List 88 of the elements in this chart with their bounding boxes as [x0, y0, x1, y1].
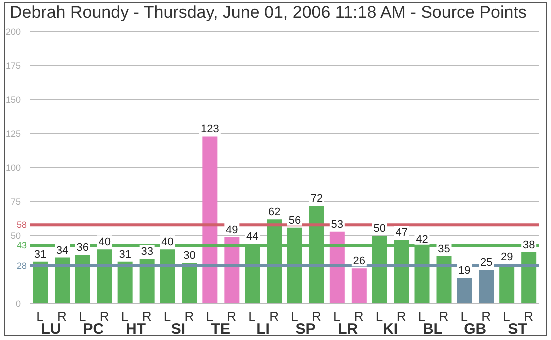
- chart-title: Debrah Roundy - Thursday, June 01, 2006 11:18 AM - Source Points: [10, 3, 527, 23]
- text: L: [248, 309, 256, 324]
- bar: [457, 278, 472, 304]
- data-label: 42: [416, 234, 428, 246]
- bar: [436, 256, 452, 304]
- text: R: [184, 309, 194, 324]
- bar: [479, 270, 494, 304]
- x-tick-label: LR: [338, 321, 358, 338]
- data-label: 56: [288, 214, 302, 227]
- text: L: [460, 309, 468, 324]
- text: R: [524, 309, 534, 324]
- data-label: 53: [331, 218, 344, 231]
- ref-line-label: 58: [16, 220, 27, 230]
- text: R: [482, 309, 492, 324]
- x-tick-label: LU: [41, 321, 62, 338]
- data-label: 62: [268, 206, 281, 219]
- series-label: L: [36, 309, 44, 324]
- x-tick-label: LI: [256, 321, 270, 338]
- y-tick-label: 100: [6, 163, 21, 173]
- x-tick-label: ST: [508, 321, 528, 338]
- data-label: 19: [458, 265, 471, 278]
- x-tick-label: TE: [211, 321, 230, 338]
- text: L: [503, 309, 510, 324]
- y-tick-label: 50: [10, 231, 21, 241]
- data-label: 38: [522, 239, 536, 252]
- text: R: [100, 309, 110, 324]
- text: L: [206, 309, 214, 324]
- y-tick-label: 200: [6, 27, 21, 37]
- x-tick-label: SI: [171, 321, 186, 338]
- x-tick-label: SP: [296, 321, 316, 338]
- x-tick-label: HT: [126, 321, 146, 338]
- y-tick-label: 175: [6, 61, 21, 71]
- series-label: R: [58, 309, 67, 324]
- bar: [97, 250, 112, 304]
- text: L: [121, 309, 129, 324]
- bar: [224, 237, 240, 304]
- text: R: [270, 309, 279, 324]
- data-label: 26: [353, 256, 366, 268]
- data-label: 40: [98, 236, 112, 249]
- text: R: [142, 309, 152, 324]
- bar: [33, 262, 48, 304]
- x-tick-label: BL: [422, 321, 443, 338]
- ref-line-label: 43: [16, 240, 27, 251]
- bar: [75, 255, 90, 304]
- data-label: 40: [162, 236, 174, 249]
- bar: [55, 258, 70, 304]
- bar: [330, 232, 345, 304]
- data-label: 25: [480, 257, 493, 269]
- text: R: [227, 309, 237, 324]
- bar: [182, 263, 198, 304]
- text: L: [164, 309, 172, 324]
- text: R: [312, 309, 322, 324]
- data-label: 30: [184, 250, 196, 262]
- data-label: 50: [374, 223, 386, 235]
- text: L: [376, 309, 384, 324]
- ref-line-label: 28: [16, 260, 27, 271]
- text: L: [291, 309, 298, 324]
- text: L: [79, 309, 86, 324]
- data-label: 47: [396, 227, 408, 240]
- data-label: 72: [310, 193, 324, 206]
- data-label: 35: [438, 243, 450, 256]
- text: R: [439, 309, 449, 324]
- data-label: 34: [56, 244, 69, 257]
- x-tick-label: KI: [383, 321, 398, 338]
- text: R: [396, 309, 406, 324]
- data-label: 33: [141, 246, 154, 258]
- data-label: 31: [119, 248, 132, 261]
- text: R: [354, 309, 364, 324]
- text: L: [418, 309, 426, 324]
- data-label: 123: [200, 124, 220, 136]
- x-tick-label: PC: [83, 321, 104, 338]
- bar: [118, 262, 133, 304]
- data-label: 49: [226, 224, 238, 236]
- data-label: 29: [500, 252, 514, 264]
- bar: [140, 259, 155, 304]
- y-tick-label: 150: [6, 95, 21, 105]
- y-tick-label: 0: [16, 299, 21, 309]
- bar: [522, 252, 537, 304]
- data-label: 36: [76, 242, 90, 254]
- text: L: [334, 309, 341, 324]
- bar: [352, 268, 367, 304]
- y-tick-label: 75: [10, 197, 21, 207]
- y-tick-label: 125: [6, 129, 21, 139]
- bar: [202, 136, 218, 304]
- bar: [160, 250, 176, 304]
- data-label: 44: [246, 231, 259, 244]
- data-label: 31: [34, 248, 47, 261]
- x-tick-label: GB: [464, 321, 487, 338]
